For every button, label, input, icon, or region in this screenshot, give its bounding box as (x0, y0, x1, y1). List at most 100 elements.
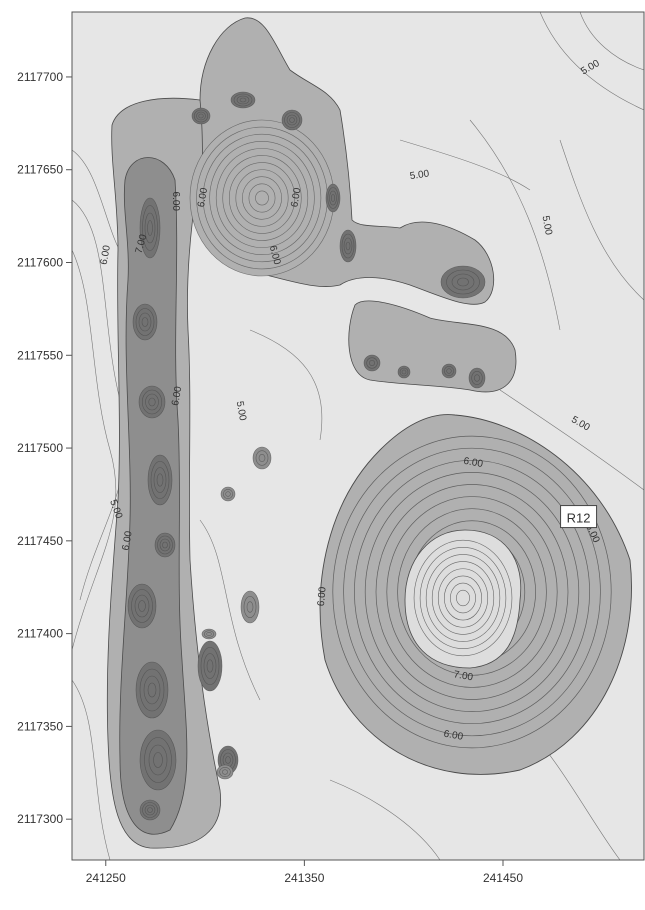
contour-line (329, 779, 441, 860)
local-peak (150, 460, 170, 500)
summit-contour (419, 546, 507, 649)
central-high (255, 190, 269, 206)
small-hill (225, 491, 231, 497)
central-high (202, 133, 322, 263)
local-peak (474, 374, 480, 382)
central-high (242, 176, 282, 220)
small-hill (240, 590, 260, 624)
local-peak (286, 114, 298, 126)
x-tick-label: 241450 (483, 871, 523, 885)
local-peak (153, 752, 163, 768)
central-high (222, 155, 302, 241)
y-tick-label: 2117400 (17, 627, 63, 641)
r12-badge (560, 505, 598, 529)
y-tick-label: 2117450 (17, 534, 63, 548)
local-peak (325, 183, 341, 213)
local-peak (341, 233, 355, 259)
local-peak (144, 212, 156, 244)
local-peak (446, 269, 480, 295)
local-peak (343, 237, 353, 255)
contour-label: 7.00 (453, 669, 475, 683)
summit-contour (413, 539, 513, 657)
contour-label: 6.00 (443, 729, 465, 743)
local-peak (153, 467, 167, 493)
small-hill (252, 446, 272, 470)
mound-contour (332, 435, 612, 749)
local-peak (451, 273, 475, 291)
local-peak (147, 682, 157, 698)
contour-label: 6.00 (170, 192, 181, 212)
local-peak (225, 756, 231, 764)
small-hill (243, 596, 257, 618)
local-peak (156, 473, 164, 487)
local-peak (139, 668, 165, 712)
local-peak (147, 220, 153, 236)
contour-label: 6.00 (289, 187, 303, 209)
small-hill (222, 769, 228, 775)
local-peak (446, 368, 452, 374)
local-peak (327, 187, 339, 209)
local-peak (206, 659, 214, 673)
y-tick-label: 2117350 (17, 719, 63, 733)
mound-contour (354, 459, 590, 725)
y-tick-label: 2117300 (17, 812, 63, 826)
local-peak (131, 589, 153, 623)
local-peak (198, 113, 204, 119)
local-peak (193, 109, 209, 123)
x-tick-label: 241250 (86, 871, 126, 885)
annotations: R12 (560, 505, 598, 529)
plot-frame (71, 11, 645, 861)
y-tick-label: 2117650 (17, 163, 63, 177)
r12-label: R12 (567, 511, 591, 526)
contour-label: 6.00 (170, 385, 184, 407)
local-peak (127, 583, 157, 629)
small-hill (216, 764, 234, 780)
local-peak (144, 804, 156, 816)
contour-line (499, 389, 644, 491)
central-high (215, 148, 309, 248)
x-axis: 241250 241350 241450 (86, 860, 523, 885)
local-peak (468, 367, 486, 389)
local-peak (135, 661, 169, 719)
contour-line (72, 679, 111, 860)
mound-contour (397, 508, 547, 676)
y-tick-label: 2117500 (17, 441, 63, 455)
small-hill (246, 601, 254, 613)
local-peak (139, 197, 161, 259)
local-peak (289, 117, 295, 123)
summit-contour (443, 575, 482, 621)
summit-contour (425, 554, 501, 642)
local-peak (138, 385, 166, 419)
contour-label: 5.00 (540, 215, 554, 237)
local-peak (230, 91, 256, 109)
contour-line (579, 12, 644, 71)
local-peak (339, 229, 357, 263)
mound-contour (386, 496, 558, 688)
y-tick-label: 2117600 (17, 256, 63, 270)
local-peak (281, 109, 303, 131)
local-peak (141, 389, 163, 415)
local-peak (138, 312, 152, 332)
local-peak (147, 454, 173, 506)
central-high (189, 119, 335, 277)
local-peak (148, 397, 156, 407)
local-peak (157, 535, 173, 555)
contour-line (249, 329, 323, 441)
contour-label: 7.00 (134, 233, 150, 255)
small-hill (258, 454, 266, 462)
local-peak (138, 600, 146, 612)
local-peak (236, 95, 250, 105)
local-peak (399, 367, 409, 377)
local-peak (203, 653, 217, 679)
contour-label: 5.00 (234, 400, 248, 422)
local-peak (139, 799, 161, 821)
local-peak (139, 729, 177, 791)
local-peak (329, 190, 337, 206)
y-tick-label: 2117550 (17, 348, 63, 362)
local-peak (284, 112, 300, 128)
central-high (228, 162, 296, 234)
contour-label: 6.00 (121, 530, 135, 552)
local-peak (239, 97, 247, 103)
mound-contour (375, 484, 569, 700)
local-peak (142, 802, 158, 818)
